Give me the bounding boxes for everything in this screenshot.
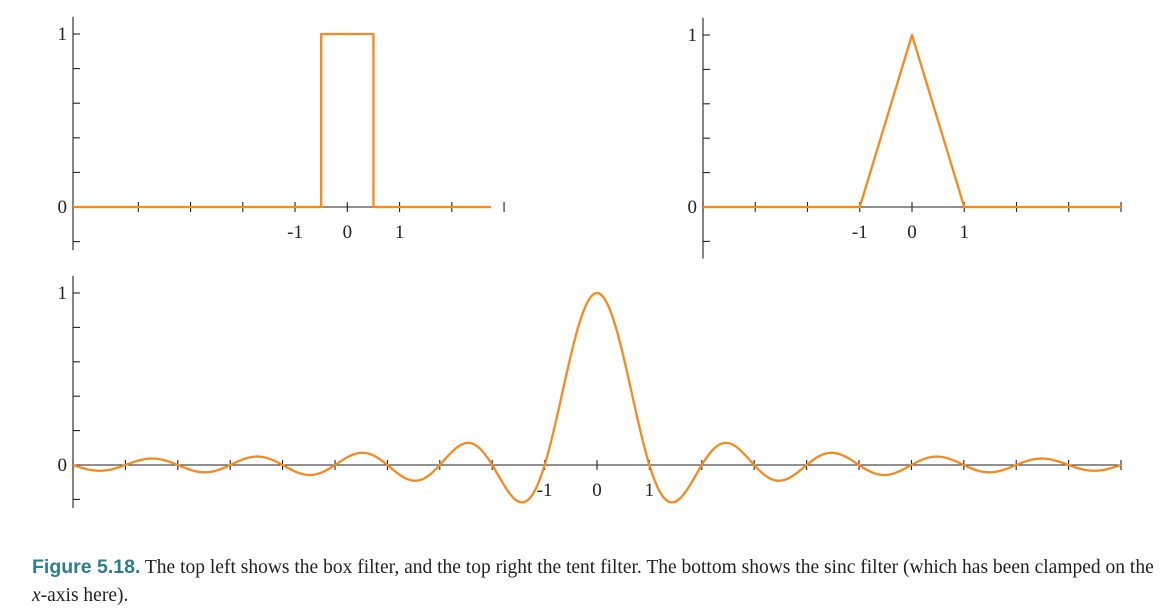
tent-filter-curve (703, 33, 1121, 209)
y-tick-label: 1 (58, 283, 68, 304)
y-tick-label: 1 (688, 25, 698, 46)
x-tick-label: 1 (395, 222, 405, 243)
figure-label: Figure 5.18. (32, 556, 141, 578)
sinc-filter-panel: 0 1 -1 0 1 (58, 275, 1122, 508)
caption-text-2: -axis here). (40, 585, 129, 606)
x-tick-label: -1 (537, 480, 553, 501)
y-tick-label: 1 (58, 24, 68, 45)
box-filter-panel: 0 1 -1 0 1 (58, 16, 505, 251)
y-tick-label: 0 (58, 197, 68, 218)
box-filter-curve (73, 32, 491, 209)
y-tick-label: 0 (688, 197, 698, 218)
filter-figure: 0 1 -1 0 1 0 1 -1 0 1 0 1 -1 0 1 (58, 16, 1122, 508)
x-tick-label: 0 (907, 222, 917, 243)
x-tick-label: 1 (645, 480, 655, 501)
figure-caption: Figure 5.18. The top left shows the box … (32, 553, 1162, 610)
caption-math-x: x (32, 585, 41, 606)
x-tick-label: 1 (960, 222, 970, 243)
y-tick-label: 0 (58, 455, 68, 476)
tent-filter-panel: 0 1 -1 0 1 (688, 17, 1122, 259)
sinc-filter-curve (72, 291, 1122, 504)
caption-text-1: The top left shows the box filter, and t… (140, 557, 1154, 578)
x-tick-label: -1 (287, 222, 303, 243)
x-tick-label: 0 (592, 480, 602, 501)
x-tick-label: 0 (343, 222, 353, 243)
x-tick-label: -1 (852, 222, 868, 243)
